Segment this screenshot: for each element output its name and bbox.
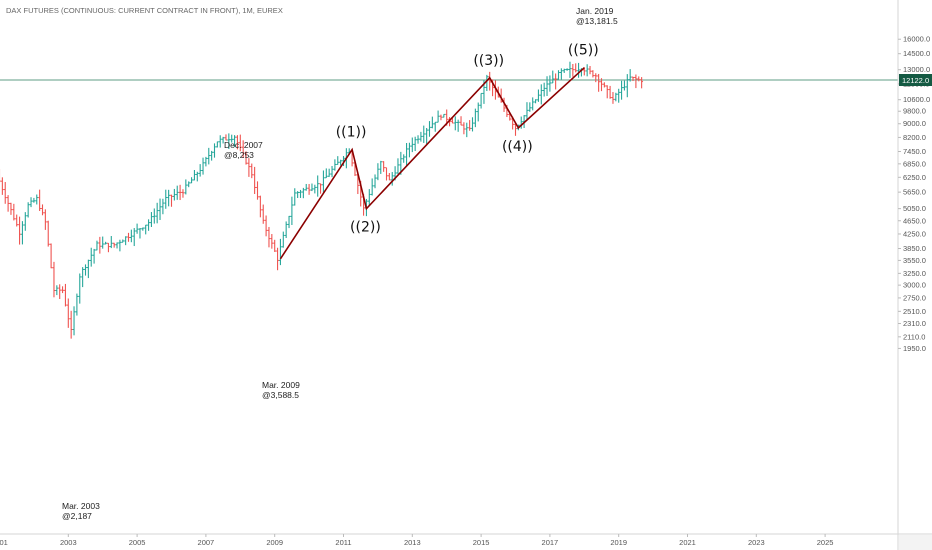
y-tick-label: 5650.0: [903, 188, 926, 197]
annotation-value: @13,181.5: [576, 16, 618, 26]
y-tick-label: 4650.0: [903, 216, 926, 225]
annotation-date: Mar. 2009: [262, 380, 300, 390]
y-tick-label: 3850.0: [903, 244, 926, 253]
x-tick-label: 2019: [610, 538, 627, 547]
x-tick-label: 2003: [60, 538, 77, 547]
y-tick-label: 3000.0: [903, 281, 926, 290]
y-tick-label: 9000.0: [903, 119, 926, 128]
y-tick-label: 2750.0: [903, 293, 926, 302]
x-tick-label: 2009: [266, 538, 283, 547]
x-tick-label: 2015: [473, 538, 490, 547]
current-price-badge: [899, 74, 932, 86]
wave-label: ((2)): [350, 220, 381, 236]
current-price-label: 12122.0: [902, 76, 929, 85]
y-tick-label: 2110.0: [903, 332, 925, 341]
y-tick-label: 14500.0: [903, 49, 930, 58]
y-tick-label: 1950.0: [903, 344, 926, 353]
y-tick-label: 2510.0: [903, 307, 926, 316]
y-tick-label: 5050.0: [903, 204, 926, 213]
x-tick-label: 2025: [817, 538, 834, 547]
x-tick-label: 2017: [542, 538, 559, 547]
elliott-wave-line: [279, 67, 585, 260]
y-tick-label: 7450.0: [903, 147, 926, 156]
y-tick-label: 8200.0: [903, 133, 926, 142]
annotation-date: Dec. 2007: [224, 140, 263, 150]
x-tick-label: 2005: [129, 538, 146, 547]
y-tick-label: 3250.0: [903, 269, 926, 278]
y-tick-label: 6250.0: [903, 173, 926, 182]
wave-label: ((3)): [473, 53, 504, 69]
wave-label: ((1)): [336, 125, 367, 141]
elliott-wave-layer: ((1)) ((2)) ((3)) ((4)) ((5)): [279, 43, 599, 260]
price-bars-layer: [0, 61, 644, 339]
annotation-value: @2,187: [62, 511, 92, 521]
axis-corner: [899, 535, 932, 550]
y-tick-label: 13000.0: [903, 65, 930, 74]
annotation-date: Jan. 2019: [576, 6, 614, 16]
x-tick-label: 2021: [679, 538, 696, 547]
y-tick-label: 9800.0: [903, 107, 926, 116]
y-tick-label: 6850.0: [903, 159, 926, 168]
chart-header-title: DAX FUTURES (CONTINUOUS: CURRENT CONTRAC…: [6, 6, 283, 15]
y-tick-label: 16000.0: [903, 35, 930, 44]
x-tick-label: 2023: [748, 538, 765, 547]
y-tick-label: 10600.0: [903, 95, 930, 104]
x-tick-label: 2011: [335, 538, 351, 547]
y-tick-label: 3550.0: [903, 256, 926, 265]
wave-label: ((5)): [568, 43, 599, 59]
annotation-date: Mar. 2003: [62, 501, 100, 511]
x-tick-label: 2013: [404, 538, 421, 547]
wave-label: ((4)): [502, 139, 533, 155]
annotation-value: @8,253: [224, 150, 254, 160]
x-tick-label: 2007: [198, 538, 215, 547]
annotation-value: @3,588.5: [262, 390, 299, 400]
y-tick-label: 2310.0: [903, 319, 926, 328]
y-tick-label: 4250.0: [903, 229, 926, 238]
x-tick-label: 01: [0, 538, 8, 547]
